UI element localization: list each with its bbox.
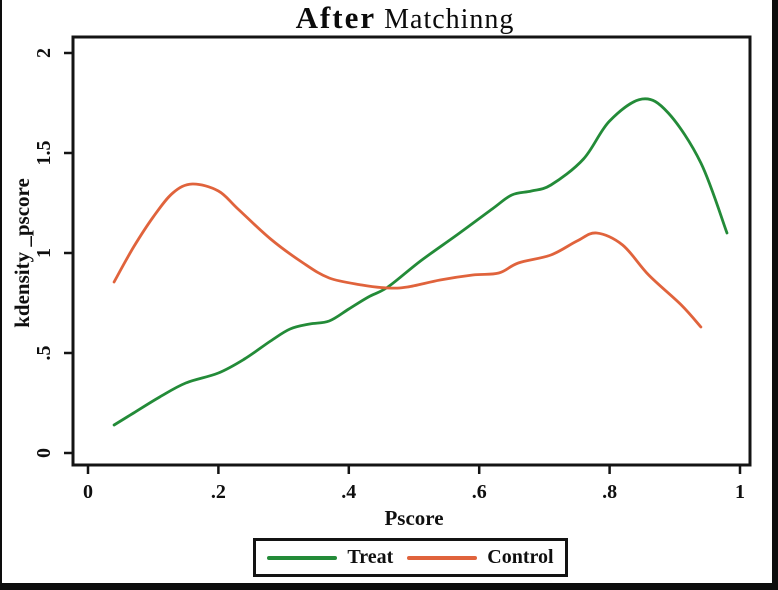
image-border-left	[0, 0, 2, 590]
x-tick-label: .2	[211, 481, 226, 503]
legend-label-treat: Treat	[347, 546, 394, 568]
series-line-control	[112, 182, 703, 329]
y-tick-label: 1	[33, 248, 55, 258]
x-tick-label: 1	[735, 481, 745, 503]
x-tick-label: .4	[341, 481, 356, 503]
treat-line-sample	[267, 555, 338, 560]
y-tick-label: .5	[33, 346, 55, 361]
image-border-bottom	[0, 583, 778, 590]
image-border-right	[772, 0, 778, 590]
plot-frame	[71, 35, 752, 467]
legend-item-control: Control	[407, 546, 554, 569]
x-axis-title: Pscore	[384, 506, 443, 530]
y-axis-title: kdensity _pscore	[10, 178, 34, 328]
legend: Treat Control	[253, 538, 568, 577]
x-tick-label: .8	[602, 481, 617, 503]
legend-label-control: Control	[487, 546, 554, 568]
control-line-sample	[407, 555, 478, 560]
series-line-treat	[112, 97, 729, 427]
chart-title-word-matching: Matchinng	[384, 4, 515, 35]
chart-title-word-after: After	[295, 0, 377, 35]
x-tick-label: 0	[83, 481, 93, 503]
x-tick-label: .6	[472, 481, 487, 503]
legend-item-treat: Treat	[267, 546, 393, 569]
y-tick-label: 0	[33, 448, 55, 458]
y-tick-label: 2	[33, 48, 55, 58]
chart-title: After Matchinng	[60, 0, 750, 36]
y-tick-label: 1.5	[33, 141, 55, 166]
